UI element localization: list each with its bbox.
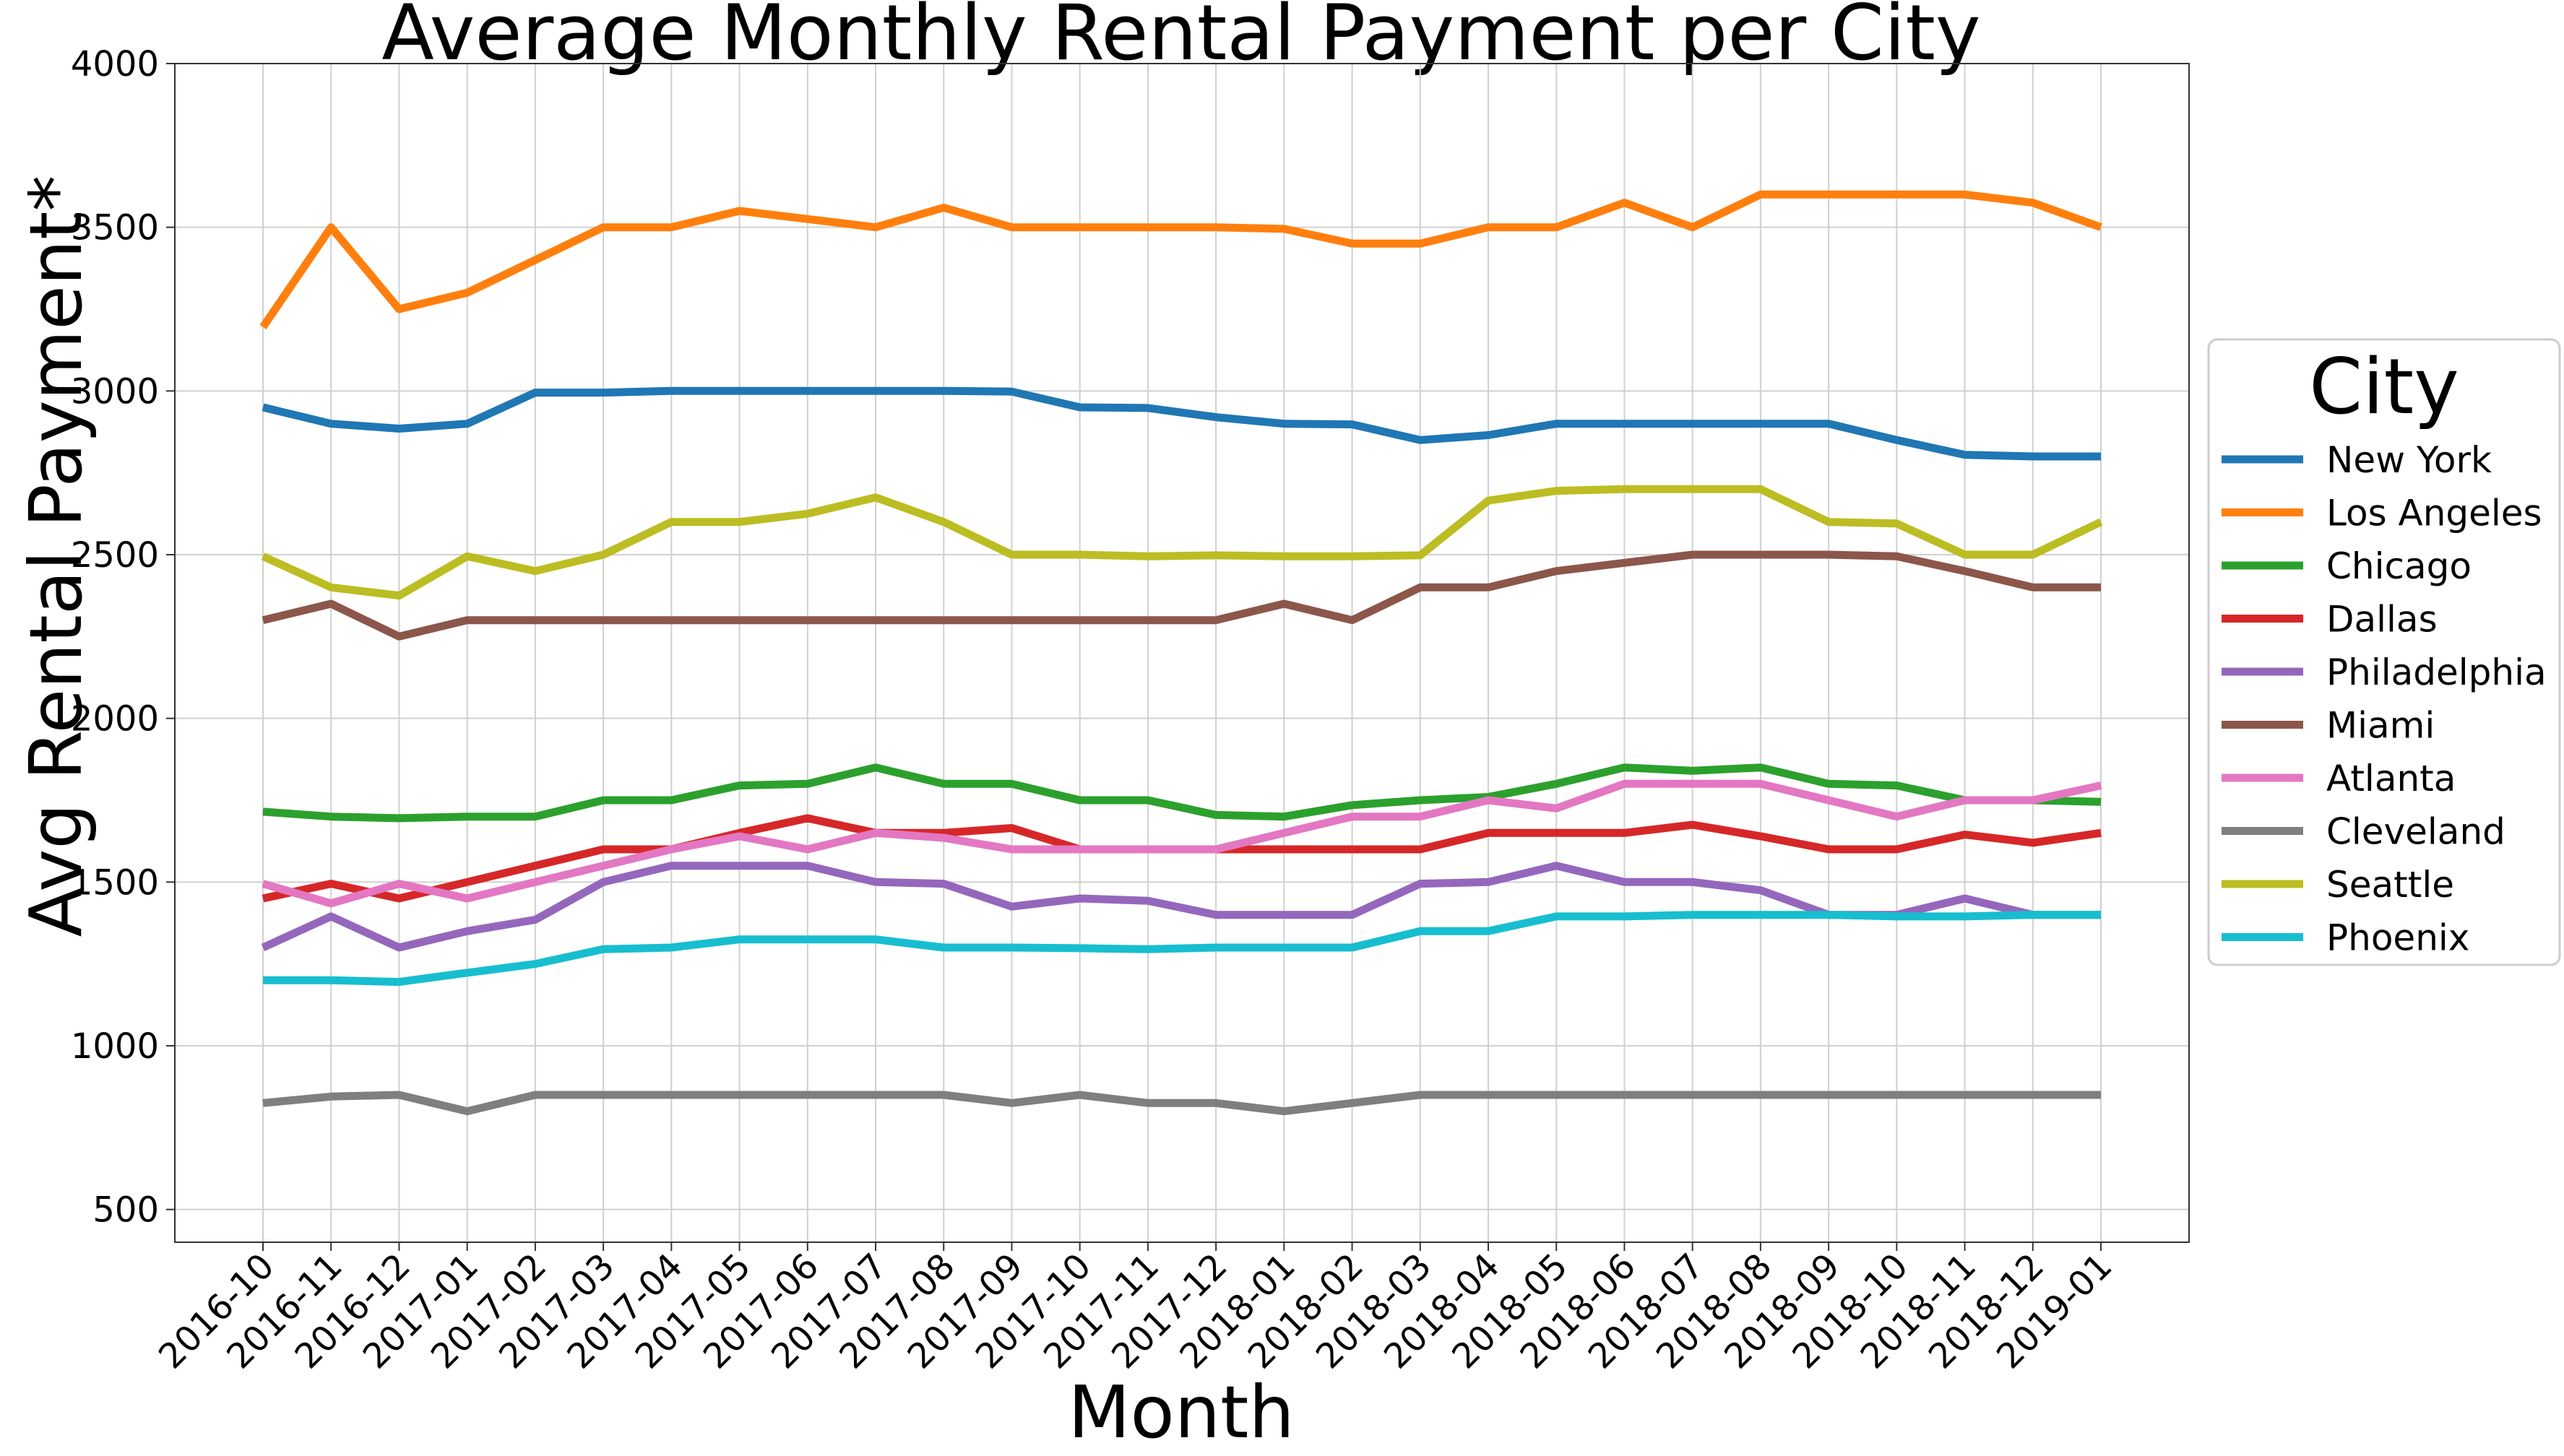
legend-label-seattle: Seattle xyxy=(2326,864,2454,906)
plot-area-frame xyxy=(174,63,2190,1243)
chart-title: Average Monthly Rental Payment per City xyxy=(381,0,1980,77)
y-tick-label: 500 xyxy=(92,1190,159,1231)
legend-label-philadelphia: Philadelphia xyxy=(2326,651,2547,693)
y-axis-ticks: 500 1000 1500 2000 2500 3000 3500 4000 xyxy=(71,44,175,1231)
legend-label-miami: Miami xyxy=(2326,705,2435,747)
series-line-los-angeles xyxy=(259,190,2102,329)
series-line-miami xyxy=(262,550,2101,641)
legend-label-atlanta: Atlanta xyxy=(2326,758,2456,800)
legend-items: New York Los Angeles Chicago Dallas Philadel… xyxy=(2222,439,2547,959)
series-line-new-york xyxy=(262,386,2101,461)
legend-label-cleveland: Cleveland xyxy=(2326,811,2505,853)
legend: City New York Los Angeles Chicago Dallas Phi… xyxy=(2207,338,2561,966)
y-tick-label: 2500 xyxy=(71,535,159,576)
legend-label-new-york: New York xyxy=(2326,439,2492,481)
y-tick-label: 2000 xyxy=(71,699,159,740)
y-axis-label: Avg Rental Payment* xyxy=(14,176,98,937)
series-line-phoenix xyxy=(263,911,2101,987)
y-tick-label: 3500 xyxy=(71,208,159,248)
x-axis-label: Month xyxy=(1068,1370,1294,1455)
legend-label-chicago: Chicago xyxy=(2326,545,2472,587)
series-line-philadelphia xyxy=(261,862,2101,952)
y-tick-label: 1000 xyxy=(71,1026,159,1067)
series-line-seattle xyxy=(261,485,2103,600)
legend-frame xyxy=(2207,338,2561,966)
series-line-atlanta xyxy=(262,779,2102,908)
grid xyxy=(175,63,2189,1242)
y-tick-label: 1500 xyxy=(71,862,159,903)
series-line-chicago xyxy=(262,763,2102,823)
series-lines xyxy=(259,190,2103,1116)
series-line-cleveland xyxy=(262,1091,2101,1116)
legend-label-phoenix: Phoenix xyxy=(2326,917,2469,959)
legend-title: City xyxy=(2309,342,2459,431)
legend-label-los-angeles: Los Angeles xyxy=(2326,493,2542,534)
legend-label-dallas: Dallas xyxy=(2326,599,2438,641)
y-tick-label: 3000 xyxy=(71,371,159,412)
y-tick-label: 4000 xyxy=(71,44,159,84)
